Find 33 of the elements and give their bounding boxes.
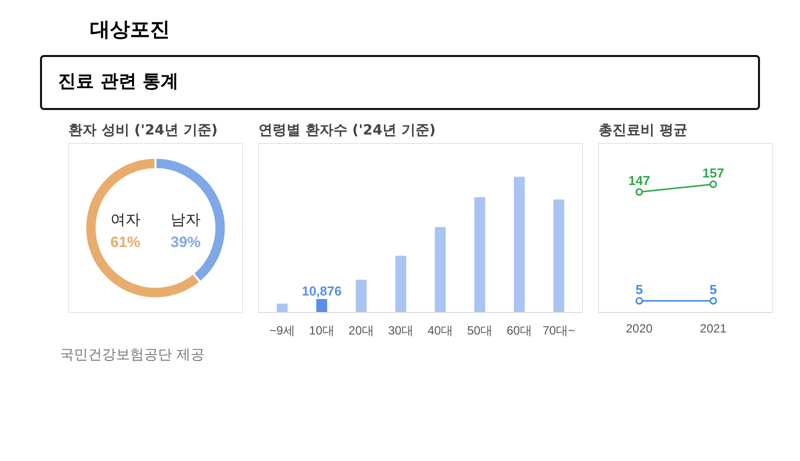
x-tick-label: 70대~ [542, 324, 575, 338]
bar [553, 200, 564, 312]
text: 국민건강보험공단 제공 [60, 346, 204, 365]
data-label: 39% [170, 234, 201, 251]
data-label: 5 [636, 282, 643, 297]
text: 진료 관련 통계 [58, 70, 179, 94]
text: 대상포진 [90, 16, 170, 43]
x-tick-label: 2020 [626, 322, 653, 336]
bar [434, 227, 446, 312]
bar [395, 256, 406, 312]
x-tick-label: 50대 [467, 324, 492, 338]
chart-title: 총진료비 평균 [598, 122, 688, 138]
x-tick-label: 10대 [309, 324, 334, 338]
chart-title: 환자 성비 ('24년 기준) [68, 122, 218, 138]
data-label: 61% [110, 234, 140, 251]
data-label: 147 [628, 172, 650, 188]
data-label: 5 [710, 282, 717, 297]
x-tick-label: 40대 [428, 324, 453, 338]
chart-title: 연령별 환자수 ('24년 기준) [258, 122, 436, 138]
x-tick-label: 60대 [506, 324, 532, 338]
data-label: 157 [702, 165, 724, 180]
data-label: 10,876 [302, 283, 342, 298]
slice-label: 남자 [170, 212, 201, 229]
x-tick-label: 20대 [348, 324, 374, 338]
bar [356, 280, 367, 312]
bar [474, 197, 486, 312]
x-tick-label: ~9세 [269, 324, 296, 338]
slice-label: 여자 [110, 212, 140, 229]
bar [514, 176, 525, 312]
bar [316, 298, 328, 312]
x-tick-label: 2021 [700, 322, 727, 336]
bar [276, 304, 288, 312]
x-tick-label: 30대 [388, 324, 414, 338]
